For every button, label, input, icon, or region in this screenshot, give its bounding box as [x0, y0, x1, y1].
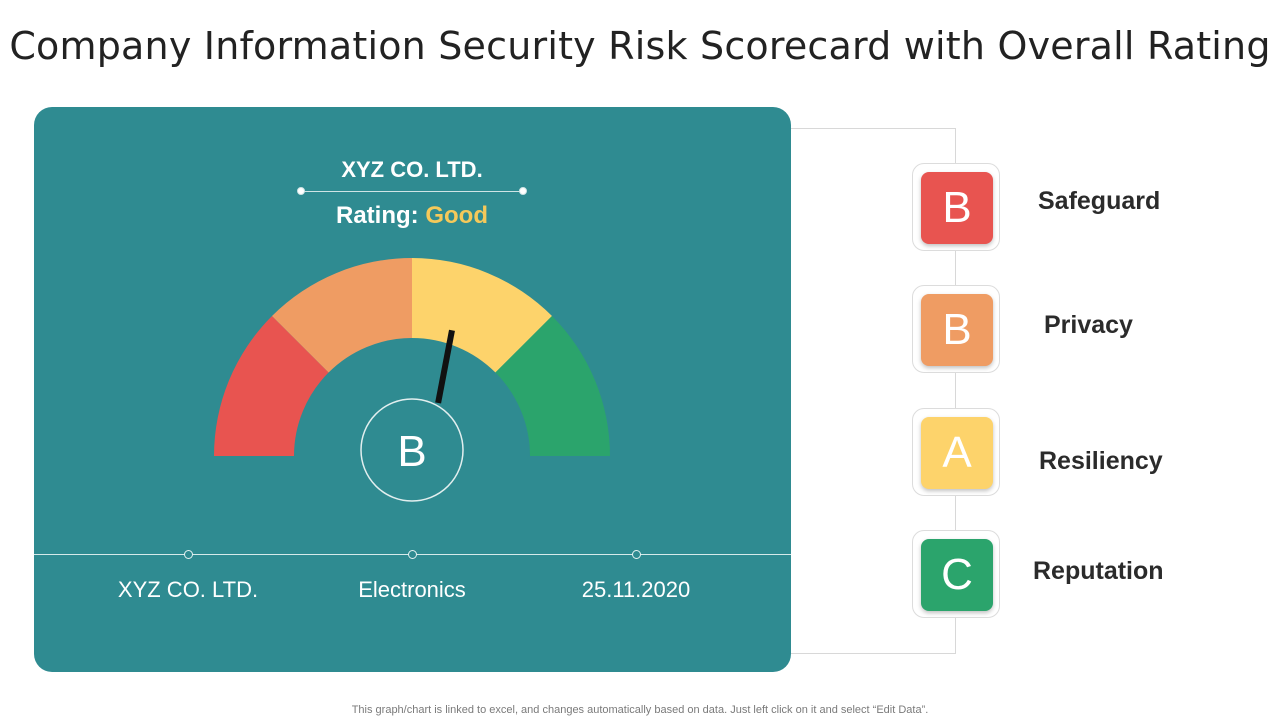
- company-name: XYZ CO. LTD.: [341, 157, 483, 182]
- gauge-segment-green: [495, 315, 610, 456]
- gauge-segment-orange: [271, 258, 412, 373]
- page-title: Company Information Security Risk Scorec…: [9, 24, 1271, 68]
- connector-line: [791, 128, 956, 654]
- grade-badge: C: [921, 539, 993, 611]
- grade-card-safeguard: B: [912, 163, 1000, 251]
- company-underline: [300, 191, 524, 192]
- grade-circle: [360, 398, 464, 502]
- info-industry: Electronics: [358, 577, 466, 602]
- scorecard-panel: XYZ CO. LTD. Rating: Good B XYZ CO. LTD.…: [34, 107, 791, 672]
- rating-gauge: B: [214, 258, 610, 502]
- grade-badge: A: [921, 417, 993, 489]
- underline-dot-right: [519, 187, 527, 195]
- overall-grade: B: [397, 427, 426, 476]
- category-label-privacy: Privacy: [1044, 311, 1133, 339]
- info-company: XYZ CO. LTD.: [117, 577, 259, 602]
- info-date: 25.11.2020: [581, 577, 691, 602]
- rating-value: Good: [425, 202, 488, 229]
- category-label-reputation: Reputation: [1033, 557, 1164, 585]
- grade-card-privacy: B: [912, 285, 1000, 373]
- overall-rating: Rating: Good: [262, 202, 562, 230]
- rating-label: Rating:: [336, 202, 419, 229]
- grade-card-resiliency: A: [912, 408, 1000, 496]
- timeline-dot: [184, 550, 193, 559]
- grade-badge: B: [921, 294, 993, 366]
- category-label-safeguard: Safeguard: [1038, 187, 1161, 215]
- grade-badge: B: [921, 172, 993, 244]
- footnote: This graph/chart is linked to excel, and…: [351, 704, 929, 716]
- gauge-segment-yellow: [412, 258, 553, 373]
- gauge-segment-red: [214, 315, 329, 456]
- timeline-dot: [632, 550, 641, 559]
- gauge-needle: [435, 329, 455, 404]
- grade-card-reputation: C: [912, 530, 1000, 618]
- underline-dot-left: [297, 187, 305, 195]
- category-label-resiliency: Resiliency: [1039, 447, 1163, 475]
- timeline-dot: [408, 550, 417, 559]
